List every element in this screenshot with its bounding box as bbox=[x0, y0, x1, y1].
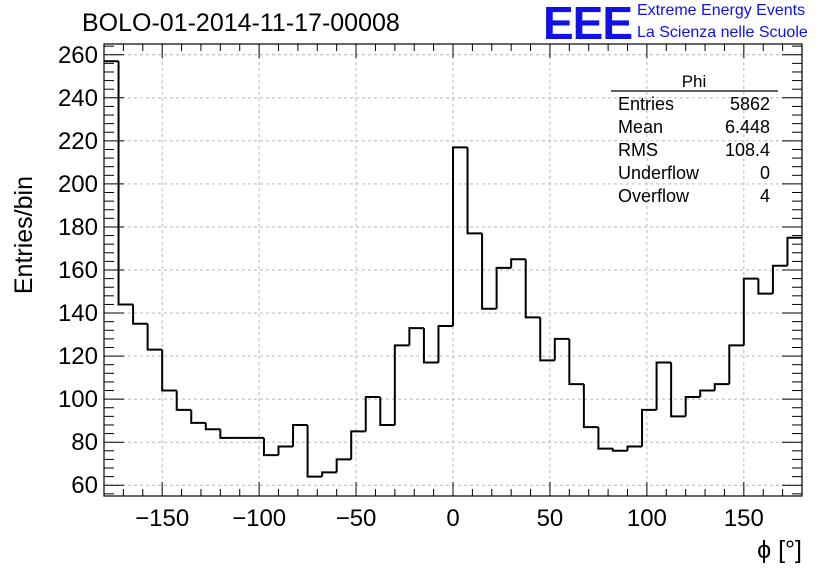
axis-ticks bbox=[103, 44, 803, 496]
histogram-bin bbox=[684, 395, 701, 417]
histogram-bin bbox=[699, 389, 715, 397]
chart-title: BOLO-01-2014-11-17-00008 bbox=[82, 9, 400, 37]
y-tick-label: 80 bbox=[71, 429, 98, 456]
histogram-bin bbox=[292, 423, 308, 447]
histogram-bin bbox=[757, 278, 773, 295]
y-tick-label: 120 bbox=[58, 343, 98, 370]
histogram-bin bbox=[161, 349, 177, 392]
logo-tagline-1: Extreme Energy Events bbox=[637, 2, 806, 19]
histogram-bin bbox=[539, 317, 555, 362]
y-tick-label: 260 bbox=[58, 42, 98, 69]
stats-title: Phi bbox=[682, 72, 707, 91]
stats-value: 0 bbox=[760, 163, 770, 183]
histogram-bin bbox=[597, 427, 613, 450]
histogram-bin bbox=[611, 448, 628, 452]
y-tick-labels: 60 80 100 120 140 160 180 200 220 240 260 bbox=[58, 42, 98, 499]
histogram-bin bbox=[190, 409, 206, 424]
stats-label: RMS bbox=[618, 140, 658, 160]
histogram-bin bbox=[306, 424, 323, 478]
stats-label: Entries bbox=[618, 94, 674, 114]
histogram-bin bbox=[321, 471, 337, 477]
histogram-bin bbox=[742, 277, 759, 346]
y-tick-label: 160 bbox=[58, 257, 98, 284]
histogram-bin bbox=[452, 146, 468, 326]
histogram-bin bbox=[277, 445, 294, 456]
histogram-bin bbox=[481, 233, 497, 310]
histogram-bin bbox=[553, 337, 570, 361]
x-tick-labels: −150 −100 −50 0 50 100 150 bbox=[135, 505, 764, 532]
y-tick-label: 100 bbox=[58, 386, 98, 413]
histogram-bin bbox=[408, 327, 424, 346]
histogram-bin bbox=[175, 390, 192, 411]
eee-logo: EEE bbox=[543, 0, 633, 49]
y-tick-label: 200 bbox=[58, 171, 98, 198]
stats-value: 4 bbox=[760, 186, 770, 206]
y-tick-label: 240 bbox=[58, 85, 98, 112]
stats-rows: Entries 5862 Mean 6.448 RMS 108.4 Underflow 0 Ov… bbox=[618, 94, 770, 206]
stats-value: 108.4 bbox=[725, 140, 770, 160]
x-tick-label: 50 bbox=[537, 505, 564, 532]
histogram-bin bbox=[713, 383, 730, 391]
histogram-bin bbox=[626, 445, 643, 451]
histogram-bin bbox=[728, 344, 744, 385]
histogram-bin bbox=[262, 437, 279, 457]
stats-value: 5862 bbox=[730, 94, 770, 114]
histogram-bin bbox=[117, 61, 134, 306]
histogram-bin bbox=[655, 361, 672, 410]
histogram-bin bbox=[364, 395, 381, 432]
histogram-bin bbox=[393, 344, 410, 425]
histogram-bin bbox=[568, 338, 584, 386]
stats-label: Overflow bbox=[618, 186, 690, 206]
statistics-box: Phi Entries 5862 Mean 6.448 RMS 108.4 Underflo… bbox=[611, 72, 778, 206]
histogram-bin bbox=[582, 384, 599, 429]
x-tick-label: −100 bbox=[232, 505, 286, 532]
stats-label: Underflow bbox=[618, 163, 700, 183]
x-tick-label: −50 bbox=[336, 505, 377, 532]
histogram-bin bbox=[335, 458, 352, 473]
x-tick-label: −150 bbox=[135, 505, 189, 532]
stats-value: 6.448 bbox=[725, 117, 770, 137]
y-tick-label: 180 bbox=[58, 214, 98, 241]
histogram-bin bbox=[204, 422, 221, 431]
y-axis-title: Entries/bin bbox=[10, 176, 38, 294]
y-tick-label: 140 bbox=[58, 300, 98, 327]
y-tick-label: 220 bbox=[58, 128, 98, 155]
histogram-bin bbox=[379, 396, 395, 426]
x-tick-label: 100 bbox=[627, 505, 667, 532]
histogram-bin bbox=[771, 264, 788, 294]
histogram-series bbox=[104, 61, 802, 478]
histogram-bin bbox=[524, 259, 541, 319]
histogram-bin bbox=[146, 323, 163, 351]
histogram-bin bbox=[219, 429, 235, 439]
histogram-bin bbox=[786, 236, 802, 266]
y-tick-label: 60 bbox=[71, 472, 98, 499]
logo-tagline-2: La Scienza nelle Scuole bbox=[637, 24, 808, 41]
histogram-bin bbox=[350, 430, 366, 460]
histogram-bin bbox=[437, 324, 453, 363]
histogram-bin bbox=[495, 266, 512, 309]
x-tick-label: 0 bbox=[446, 505, 459, 532]
histogram-bin bbox=[641, 408, 657, 447]
stats-label: Mean bbox=[618, 117, 663, 137]
x-axis-title: ϕ [°] bbox=[757, 536, 802, 564]
histogram-bin bbox=[422, 328, 439, 364]
histogram-bin bbox=[510, 258, 526, 268]
x-tick-label: 150 bbox=[724, 505, 764, 532]
histogram-bin bbox=[132, 304, 148, 325]
histogram-bin bbox=[466, 147, 483, 235]
histogram-bin bbox=[670, 362, 686, 418]
